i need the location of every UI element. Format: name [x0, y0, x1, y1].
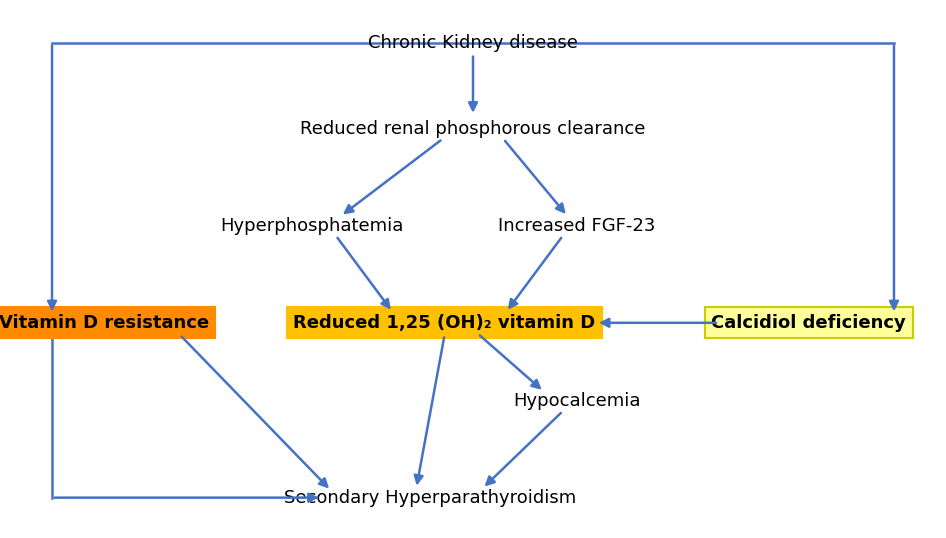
- Text: Reduced 1,25 (OH)₂ vitamin D: Reduced 1,25 (OH)₂ vitamin D: [293, 314, 596, 332]
- Text: Hypocalcemia: Hypocalcemia: [514, 392, 640, 410]
- Text: Chronic Kidney disease: Chronic Kidney disease: [368, 34, 578, 52]
- Text: Reduced renal phosphorous clearance: Reduced renal phosphorous clearance: [300, 120, 646, 138]
- Text: Hyperphosphatemia: Hyperphosphatemia: [220, 217, 404, 235]
- Text: Secondary Hyperparathyroidism: Secondary Hyperparathyroidism: [285, 489, 576, 507]
- Text: Calcidiol deficiency: Calcidiol deficiency: [711, 314, 906, 332]
- Text: Increased FGF-23: Increased FGF-23: [499, 217, 656, 235]
- Text: Vitamin D resistance: Vitamin D resistance: [0, 314, 209, 332]
